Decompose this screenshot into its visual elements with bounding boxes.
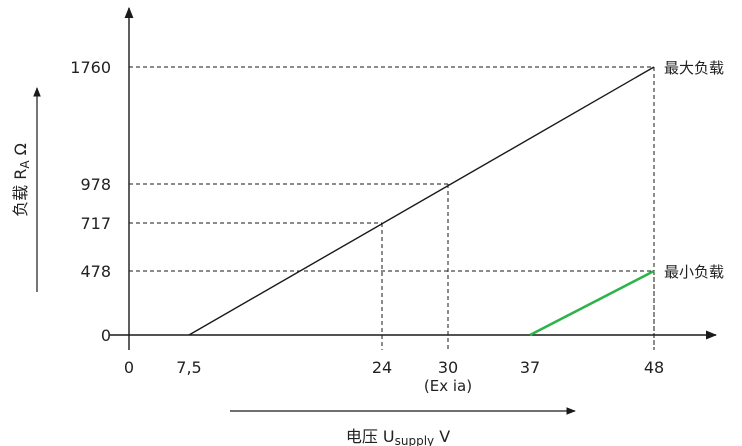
y-tick-label: 0: [101, 326, 111, 345]
x-axis-label: 电压 Usupply V: [346, 427, 450, 446]
guide-lines: [129, 66, 655, 350]
series-line-1: [529, 269, 655, 337]
x-tick-labels: 0 7,5 24 30 37 48: [124, 358, 664, 377]
x-tick-label: 30: [438, 358, 458, 377]
y-tick-label: 1760: [70, 58, 111, 77]
annotation-0: (Ex ia): [424, 377, 472, 395]
series-line-0: [188, 66, 655, 336]
y-tick-labels: 0 478 717 978 1760: [70, 58, 111, 345]
x-tick-label: 24: [372, 358, 392, 377]
y-tick-label: 717: [80, 214, 111, 233]
annotation-2: 最小负载: [664, 263, 724, 281]
y-tick-label: 978: [80, 175, 111, 194]
y-tick-label: 478: [80, 262, 111, 281]
series-lines: [188, 66, 655, 337]
x-tick-label: 7,5: [176, 358, 201, 377]
annotation-1: 最大负载: [664, 59, 724, 77]
x-tick-label: 37: [520, 358, 540, 377]
y-axis-label: 负载 RA Ω: [11, 143, 32, 217]
x-tick-label: 48: [644, 358, 664, 377]
x-tick-label: 0: [124, 358, 134, 377]
